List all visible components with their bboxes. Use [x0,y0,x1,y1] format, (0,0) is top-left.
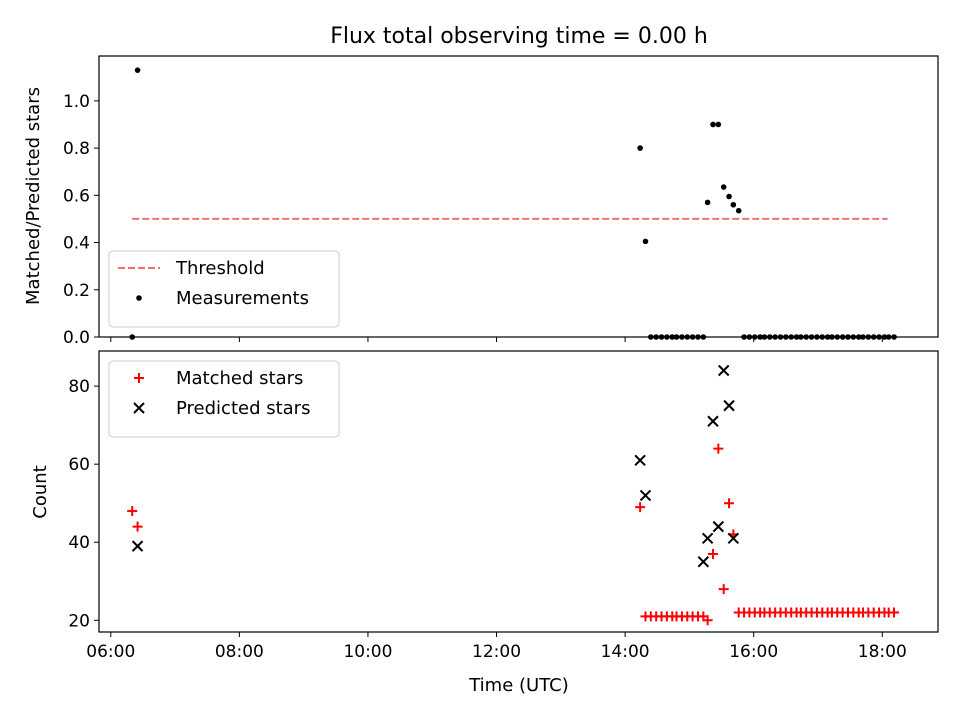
measurement-point [704,199,711,206]
x-tick-label: 10:00 [343,642,392,662]
measurement-point [730,201,737,208]
legend-predicted-swatch [133,402,145,414]
predicted-star-point [701,532,714,545]
x-tick-label: 06:00 [86,642,135,662]
x-tick-label: 08:00 [215,642,264,662]
bottom-axes-frame [98,350,939,633]
y-tick-label: 1.0 [63,92,90,112]
measurement-point [637,145,643,151]
bottom-marks [127,364,900,626]
measurement-point [642,238,649,245]
y-tick-label: 20 [68,611,90,631]
measurement-point [720,184,727,190]
x-tick-label: 18:00 [858,642,907,662]
legend-label: Predicted stars [176,398,310,419]
legend-label: Measurements [176,288,309,309]
predicted-star-point [723,399,735,412]
top-panel: 0.0 0.2 0.4 0.6 0.8 1.0 Matched/Predicted sta… [23,55,939,348]
matched-star-point [889,607,900,618]
measurement-point [710,121,716,128]
measurement-point [715,121,722,128]
top-y-axis-label: Matched/Predicted stars [23,87,44,305]
matched-star-point [127,506,138,517]
measurement-point [726,193,732,200]
y-tick-label: 60 [68,455,90,475]
x-tick-label: 12:00 [472,642,521,662]
bottom-x-axis-label: Time (UTC) [468,675,569,696]
matched-star-point [724,498,735,509]
matched-star-point [718,584,729,595]
legend-label: Threshold [175,258,265,279]
top-ticks: 0.0 0.2 0.4 0.6 0.8 1.0 [63,92,883,348]
y-tick-label: 40 [68,533,90,553]
measurement-point [134,67,141,73]
predicted-star-point [727,532,740,545]
y-tick-label: 0.2 [63,281,90,301]
matched-star-point [132,521,143,532]
legend-box [108,360,340,438]
predicted-star-point [634,454,646,466]
matched-star-point [713,443,724,454]
matched-star-point [707,548,718,559]
measurement-point [735,207,742,214]
legend-box [108,250,340,328]
bottom-ticks: 06:00 08:00 10:00 12:00 14:00 16:00 18:00 20 40 6… [68,377,906,662]
legend-label: Matched stars [176,368,303,389]
x-tick-label: 14:00 [601,642,650,662]
predicted-star-point [707,415,719,427]
predicted-star-point [712,520,725,533]
predicted-star-point [697,556,710,568]
y-tick-label: 0.6 [63,186,90,206]
legend-matched-swatch [134,373,144,383]
figure-title: Flux total observing time = 0.00 h [330,24,708,49]
matched-star-point [702,615,713,626]
matched-star-point [635,502,646,513]
bottom-y-axis-label: Count [30,465,51,518]
top-legend: Threshold Measurements [108,250,340,328]
y-tick-label: 0.8 [63,139,90,159]
y-tick-label: 0.4 [63,234,90,254]
x-tick-label: 16:00 [729,642,778,662]
predicted-star-point [131,540,144,552]
top-axes-frame [98,55,939,338]
bottom-legend: Matched stars Predicted stars [108,360,340,438]
legend-measurement-swatch [136,295,142,301]
predicted-star-point [717,364,730,377]
bottom-panel: 06:00 08:00 10:00 12:00 14:00 16:00 18:00 20 40 6… [30,350,939,696]
y-tick-label: 0.0 [63,328,90,348]
predicted-star-point [639,489,652,502]
y-tick-label: 80 [68,377,90,397]
